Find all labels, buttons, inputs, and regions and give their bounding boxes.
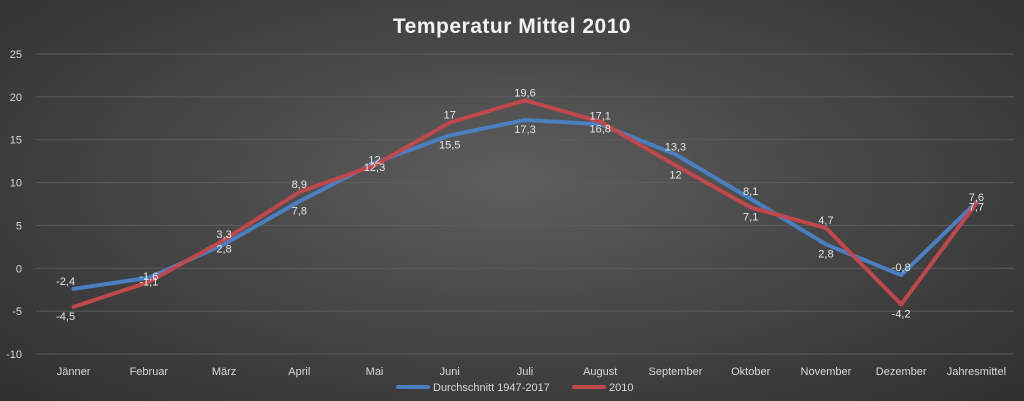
x-tick-label: Jahresmittel bbox=[947, 366, 1006, 378]
data-labels: -2,4 -1,1 2,8 7,8 12,3 15,5 17,3 16,8 13,3 8,1 2,8… bbox=[56, 87, 984, 323]
x-tick-label: Februar bbox=[130, 366, 169, 378]
data-label: -1,1 bbox=[139, 277, 158, 289]
data-label: 3,3 bbox=[216, 229, 231, 241]
series-line-average bbox=[71, 118, 979, 291]
x-axis-ticks: Jänner Februar März April Mai Juni Juli August S… bbox=[57, 366, 1006, 378]
y-tick-label: 20 bbox=[10, 92, 22, 104]
data-label: 17,3 bbox=[514, 124, 535, 136]
x-tick-label: August bbox=[583, 366, 617, 378]
x-tick-label: April bbox=[288, 366, 310, 378]
data-label: 7,7 bbox=[969, 201, 984, 213]
y-tick-label: 25 bbox=[10, 49, 22, 61]
data-label: 12 bbox=[368, 154, 380, 166]
data-label: -1,6 bbox=[139, 271, 158, 283]
data-label: 7,8 bbox=[292, 205, 307, 217]
data-label: 19,6 bbox=[514, 87, 535, 99]
data-label: 12,3 bbox=[364, 162, 385, 174]
legend: Durchschnitt 1947-2017 2010 bbox=[396, 382, 633, 394]
x-tick-label: Oktober bbox=[731, 366, 770, 378]
data-label: -2,4 bbox=[56, 276, 75, 288]
data-label: 8,9 bbox=[292, 179, 307, 191]
data-label: 17,1 bbox=[590, 111, 611, 123]
x-tick-label: Juni bbox=[440, 366, 460, 378]
legend-label-2010: 2010 bbox=[609, 382, 633, 394]
y-axis-ticks: -10 -5 0 5 10 15 20 25 bbox=[6, 49, 22, 361]
data-label: 2,8 bbox=[818, 248, 833, 260]
data-label: 12 bbox=[669, 169, 681, 181]
y-tick-label: 0 bbox=[16, 263, 22, 275]
data-label: 16,8 bbox=[590, 123, 611, 135]
x-tick-label: Jänner bbox=[57, 366, 91, 378]
x-tick-label: November bbox=[801, 366, 852, 378]
data-label: -0,8 bbox=[892, 262, 911, 274]
y-tick-label: 15 bbox=[10, 135, 22, 147]
gridlines bbox=[36, 53, 1014, 355]
data-label: 4,7 bbox=[818, 215, 833, 227]
data-label: 13,3 bbox=[665, 141, 686, 153]
x-tick-label: März bbox=[212, 366, 236, 378]
y-tick-label: -5 bbox=[12, 306, 22, 318]
series-line-2010 bbox=[71, 98, 979, 309]
y-tick-label: 10 bbox=[10, 178, 22, 190]
data-label: 8,1 bbox=[743, 186, 758, 198]
data-label: 2,8 bbox=[216, 243, 231, 255]
chart-title: Temperatur Mittel 2010 bbox=[393, 15, 631, 38]
data-label: 7,6 bbox=[969, 192, 984, 204]
x-tick-label: Juli bbox=[517, 366, 534, 378]
data-label: 17 bbox=[444, 110, 456, 122]
series-lines bbox=[71, 98, 979, 309]
x-tick-label: September bbox=[649, 366, 703, 378]
data-label: 15,5 bbox=[439, 139, 460, 151]
legend-label-average: Durchschnitt 1947-2017 bbox=[433, 382, 550, 394]
y-tick-label: 5 bbox=[16, 220, 22, 232]
x-tick-label: Mai bbox=[366, 366, 384, 378]
data-label: 7,1 bbox=[743, 211, 758, 223]
y-tick-label: -10 bbox=[6, 349, 22, 361]
data-label: -4,2 bbox=[892, 308, 911, 320]
data-label: -4,5 bbox=[56, 311, 75, 323]
x-tick-label: Dezember bbox=[876, 366, 927, 378]
